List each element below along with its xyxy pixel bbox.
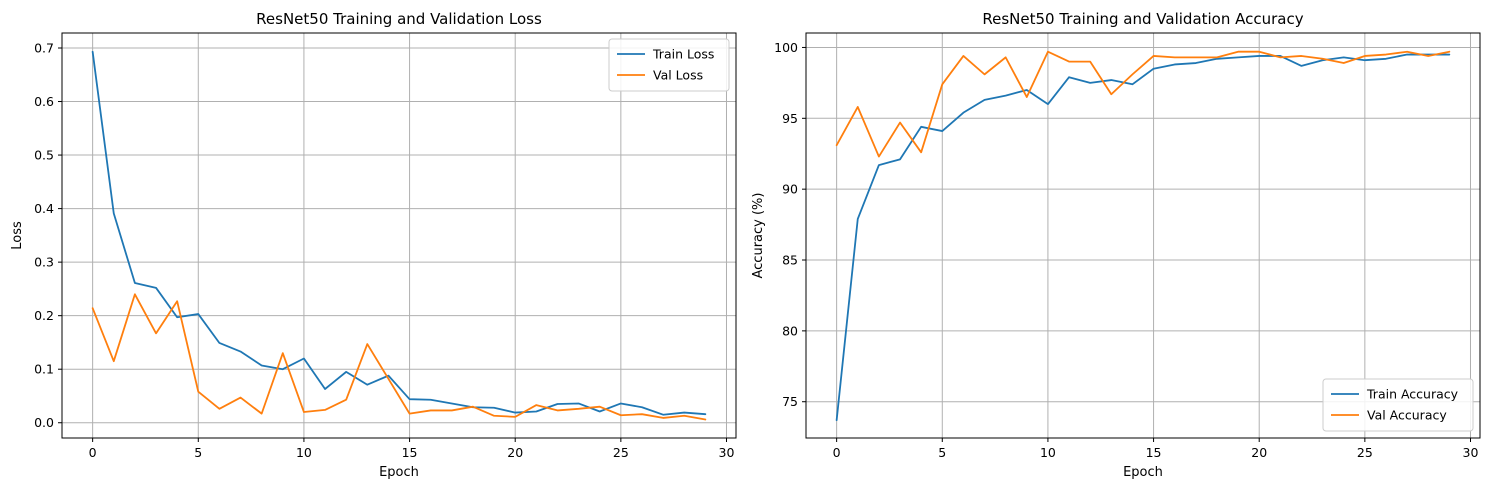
chart-1-xtick-label-5: 25	[1357, 445, 1373, 460]
chart-0-legend: Train Loss Val Loss	[608, 38, 730, 92]
chart-1-series-line-1	[835, 50, 1451, 158]
chart-0-xtick-label-1: 5	[194, 445, 202, 460]
chart-0-ytick-label-3: 0.3	[34, 255, 54, 270]
chart-0-xtick-label-2: 10	[296, 445, 312, 460]
chart-1-series-points-1	[836, 51, 1450, 157]
chart-1-xtick-label-4: 20	[1251, 445, 1267, 460]
chart-0-ytick-label-0: 0.0	[34, 415, 54, 430]
chart-1-legend-box	[1322, 378, 1474, 432]
chart-1-xtick-label-2: 10	[1040, 445, 1056, 460]
chart-1-title: ResNet50 Training and Validation Accurac…	[982, 10, 1303, 28]
chart-1-axes-frame	[805, 32, 1481, 439]
chart-0-ytick-label-1: 0.1	[34, 362, 54, 377]
chart-0-series-line-0	[91, 50, 707, 416]
chart-1-xtick-label-0: 0	[833, 445, 841, 460]
chart-0-ytick-label-7: 0.7	[34, 40, 54, 55]
chart-0: 0 5 10 15 20 25 30 0.0 0.1 0.2 0.3 0.4 0.5 0.6 0.7 ResN…	[10, 10, 737, 480]
chart-0-xlabel: Epoch	[379, 465, 419, 480]
chart-1-xtick-label-3: 15	[1146, 445, 1162, 460]
chart-1-xlabel: Epoch	[1123, 465, 1163, 480]
chart-1-ytick-label-0: 75	[782, 394, 798, 409]
chart-0-series-points-1	[92, 294, 706, 420]
chart-1-xtick-label-6: 30	[1463, 445, 1479, 460]
chart-1-xtick-label-1: 5	[938, 445, 946, 460]
chart-0-ytick-label-2: 0.2	[34, 308, 54, 323]
chart-0-series-line-1	[91, 293, 707, 421]
chart-1-ylabel: Accuracy (%)	[751, 193, 766, 279]
chart-0-xtick-label-5: 25	[613, 445, 629, 460]
chart-1-ytick-label-5: 100	[774, 40, 798, 55]
chart-0-xtick-label-6: 30	[719, 445, 735, 460]
chart-0-title: ResNet50 Training and Validation Loss	[256, 10, 542, 28]
chart-0-ytick-label-4: 0.4	[34, 201, 54, 216]
chart-0-series-points-0	[92, 51, 706, 415]
chart-1-legend-label-1: Val Accuracy	[1367, 408, 1447, 423]
chart-0-xtick-label-0: 0	[89, 445, 97, 460]
chart-1-legend-label-0: Train Accuracy	[1366, 387, 1459, 402]
chart-1-series-points-0	[836, 54, 1450, 421]
chart-1-ytick-label-3: 90	[782, 182, 798, 197]
chart-1: 0 5 10 15 20 25 30 75 80 85 90 95 100 ResNet50 Traini…	[751, 10, 1481, 480]
chart-1-ytick-label-1: 80	[782, 323, 798, 338]
chart-0-xtick-label-3: 15	[402, 445, 418, 460]
chart-1-legend: Train Accuracy Val Accuracy	[1322, 378, 1474, 432]
chart-0-axes-frame	[61, 32, 737, 439]
chart-0-ylabel: Loss	[10, 221, 25, 250]
chart-1-ytick-label-4: 95	[782, 111, 798, 126]
chart-0-ytick-label-6: 0.6	[34, 94, 54, 109]
chart-0-legend-label-0: Train Loss	[652, 47, 714, 62]
chart-0-legend-box	[608, 38, 730, 92]
chart-0-xtick-label-4: 20	[507, 445, 523, 460]
chart-1-ytick-label-2: 85	[782, 253, 798, 268]
chart-1-series-line-0	[835, 53, 1451, 422]
chart-0-legend-label-1: Val Loss	[653, 68, 703, 83]
chart-0-ytick-label-5: 0.5	[34, 148, 54, 163]
